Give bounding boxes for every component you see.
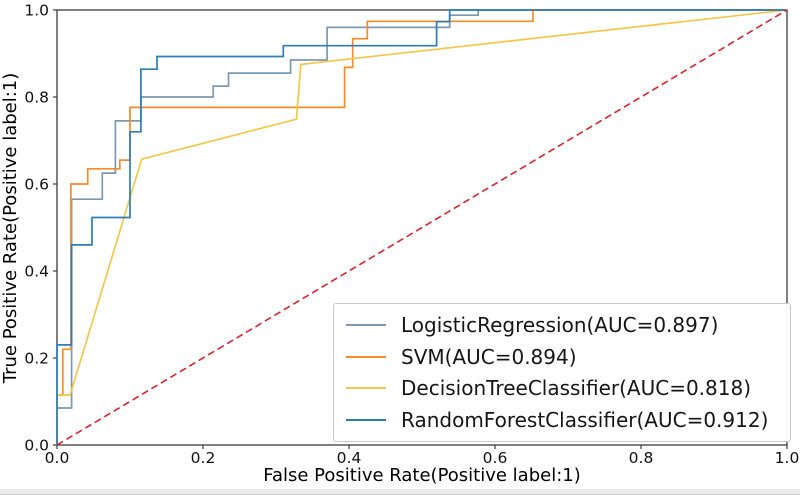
legend-line-swatch: [346, 419, 386, 422]
legend-item: RandomForestClassifier(AUC=0.912): [346, 410, 784, 430]
y-tick-label: 0.8: [24, 89, 49, 107]
y-tick-label: 0.0: [24, 437, 49, 455]
x-tick-label: 0.0: [45, 449, 70, 467]
window-edge-strip: [0, 489, 800, 495]
x-tick-label: 0.6: [483, 449, 508, 467]
legend-line-swatch: [346, 355, 386, 358]
x-tick-label: 0.2: [191, 449, 216, 467]
legend-label: SVM(AUC=0.894): [401, 344, 577, 369]
legend-item: SVM(AUC=0.894): [346, 347, 784, 367]
legend-label: RandomForestClassifier(AUC=0.912): [401, 408, 769, 433]
y-axis-label: True Positive Rate(Positive label:1): [0, 73, 21, 385]
legend-item: LogisticRegression(AUC=0.897): [346, 315, 784, 335]
x-axis-label: False Positive Rate(Positive label:1): [263, 465, 581, 486]
x-tick-label: 0.8: [629, 449, 654, 467]
y-tick-label: 0.6: [24, 176, 49, 194]
legend-label: DecisionTreeClassifier(AUC=0.818): [401, 376, 752, 401]
legend-label: LogisticRegression(AUC=0.897): [401, 312, 719, 337]
legend-box: LogisticRegression(AUC=0.897) SVM(AUC=0.8…: [333, 303, 791, 442]
chance-diagonal: [56, 9, 788, 446]
plot-spines: [56, 9, 788, 446]
logistic-regression-curve: [56, 9, 787, 445]
y-tick-label: 0.2: [24, 350, 49, 368]
random-forest-curve: [56, 9, 787, 445]
legend-line-swatch: [346, 387, 386, 390]
x-tick-label: 1.0: [775, 449, 800, 467]
y-tick-label: 1.0: [24, 2, 49, 20]
y-tick-label: 0.4: [24, 263, 49, 281]
legend-item: DecisionTreeClassifier(AUC=0.818): [346, 378, 784, 398]
x-tick-label: 0.4: [337, 449, 362, 467]
legend-line-swatch: [346, 323, 386, 326]
